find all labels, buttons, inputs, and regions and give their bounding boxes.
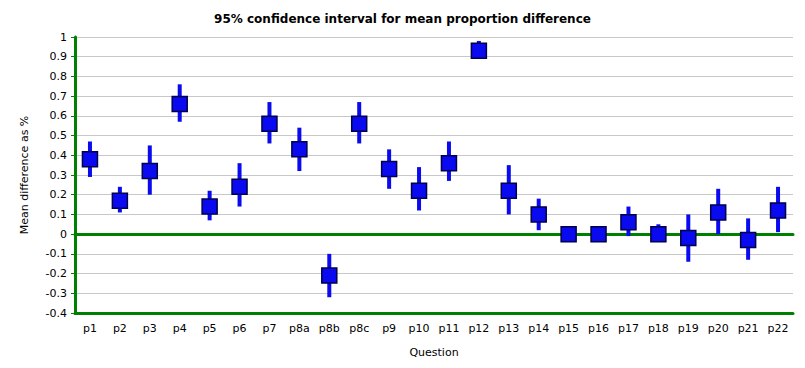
svg-text:p9: p9 bbox=[382, 322, 396, 335]
svg-text:0.1: 0.1 bbox=[50, 208, 68, 221]
svg-text:p12: p12 bbox=[468, 322, 489, 335]
svg-text:0.5: 0.5 bbox=[50, 129, 68, 142]
svg-text:p17: p17 bbox=[618, 322, 639, 335]
svg-text:p18: p18 bbox=[648, 322, 669, 335]
svg-text:p22: p22 bbox=[768, 322, 789, 335]
svg-text:p2: p2 bbox=[113, 322, 127, 335]
svg-text:Mean difference as %: Mean difference as % bbox=[18, 116, 31, 235]
svg-text:0.2: 0.2 bbox=[50, 188, 68, 201]
svg-text:p7: p7 bbox=[262, 322, 276, 335]
svg-text:p21: p21 bbox=[738, 322, 759, 335]
svg-text:p14: p14 bbox=[528, 322, 549, 335]
svg-text:p8a: p8a bbox=[289, 322, 310, 335]
svg-text:p3: p3 bbox=[143, 322, 157, 335]
svg-text:95% confidence interval for me: 95% confidence interval for mean proport… bbox=[214, 12, 591, 26]
svg-text:p16: p16 bbox=[588, 322, 609, 335]
svg-text:-0.2: -0.2 bbox=[46, 267, 67, 280]
svg-text:0.8: 0.8 bbox=[50, 70, 68, 83]
svg-text:1: 1 bbox=[60, 31, 67, 44]
svg-text:p11: p11 bbox=[438, 322, 459, 335]
svg-text:p10: p10 bbox=[409, 322, 430, 335]
svg-text:p8c: p8c bbox=[349, 322, 369, 335]
svg-text:p5: p5 bbox=[203, 322, 217, 335]
svg-text:0.3: 0.3 bbox=[50, 169, 68, 182]
svg-text:p8b: p8b bbox=[319, 322, 340, 335]
svg-text:0: 0 bbox=[60, 228, 67, 241]
svg-text:0.6: 0.6 bbox=[50, 109, 68, 122]
svg-text:-0.1: -0.1 bbox=[46, 247, 67, 260]
svg-text:p6: p6 bbox=[233, 322, 247, 335]
svg-text:-0.3: -0.3 bbox=[46, 287, 67, 300]
svg-text:p15: p15 bbox=[558, 322, 579, 335]
svg-text:p1: p1 bbox=[83, 322, 97, 335]
svg-text:Question: Question bbox=[409, 346, 458, 359]
svg-text:0.7: 0.7 bbox=[50, 90, 68, 103]
svg-text:p20: p20 bbox=[708, 322, 729, 335]
svg-text:p13: p13 bbox=[498, 322, 519, 335]
svg-text:0.9: 0.9 bbox=[50, 50, 68, 63]
svg-text:p4: p4 bbox=[173, 322, 187, 335]
svg-text:0.4: 0.4 bbox=[50, 149, 68, 162]
svg-text:-0.4: -0.4 bbox=[46, 307, 67, 320]
svg-text:p19: p19 bbox=[678, 322, 699, 335]
